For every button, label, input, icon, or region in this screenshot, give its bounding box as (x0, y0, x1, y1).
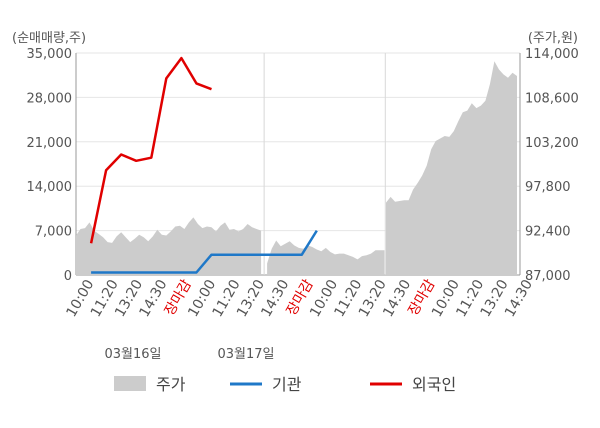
right-tick-label: 97,800 (525, 180, 571, 195)
left-tick-label: 35,000 (27, 47, 73, 62)
right-tick-label: 108,600 (525, 91, 579, 106)
right-tick-label: 103,200 (525, 136, 579, 151)
right-tick-label: 87,000 (525, 269, 571, 284)
date-label: 03월17일 (217, 347, 274, 362)
date-labels: 03월16일 03월17일 (104, 347, 274, 362)
legend-label: 기관 (272, 375, 302, 394)
foreigner-line (89, 56, 212, 244)
price-area-segment-2 (267, 240, 385, 275)
price-area-segment-3 (386, 61, 517, 276)
net-buy-lines-layer (89, 56, 318, 274)
left-axis-unit-label: (순매매량,주) (12, 31, 86, 46)
left-tick-label: 0 (64, 269, 72, 284)
left-tick-label: 28,000 (27, 91, 73, 106)
legend-label: 주가 (156, 375, 186, 394)
left-tick-label: 7,000 (35, 225, 72, 240)
price-area-segment-1 (76, 217, 262, 275)
right-axis-unit-label: (주가,원) (528, 31, 578, 46)
right-tick-label: 114,000 (525, 47, 579, 62)
left-axis-ticks: 0 7,000 14,000 21,000 28,000 35,000 (27, 47, 73, 284)
right-tick-label: 92,400 (525, 225, 571, 240)
price-area-layer (76, 61, 517, 276)
date-label: 03월16일 (104, 347, 161, 362)
legend-swatch-price (114, 376, 146, 391)
institution-line (91, 229, 318, 274)
x-axis-ticks: 10:0011:2013:2014:30장마감10:0011:2013:2014… (63, 277, 536, 320)
legend: 주가 기관 외국인 (114, 375, 456, 394)
right-axis-ticks: 87,000 92,400 97,800 103,200 108,600 114,000 (525, 47, 579, 284)
left-tick-label: 21,000 (27, 136, 73, 151)
legend-label: 외국인 (412, 375, 456, 394)
left-tick-label: 14,000 (27, 180, 73, 195)
grid-layer (75, 52, 521, 276)
